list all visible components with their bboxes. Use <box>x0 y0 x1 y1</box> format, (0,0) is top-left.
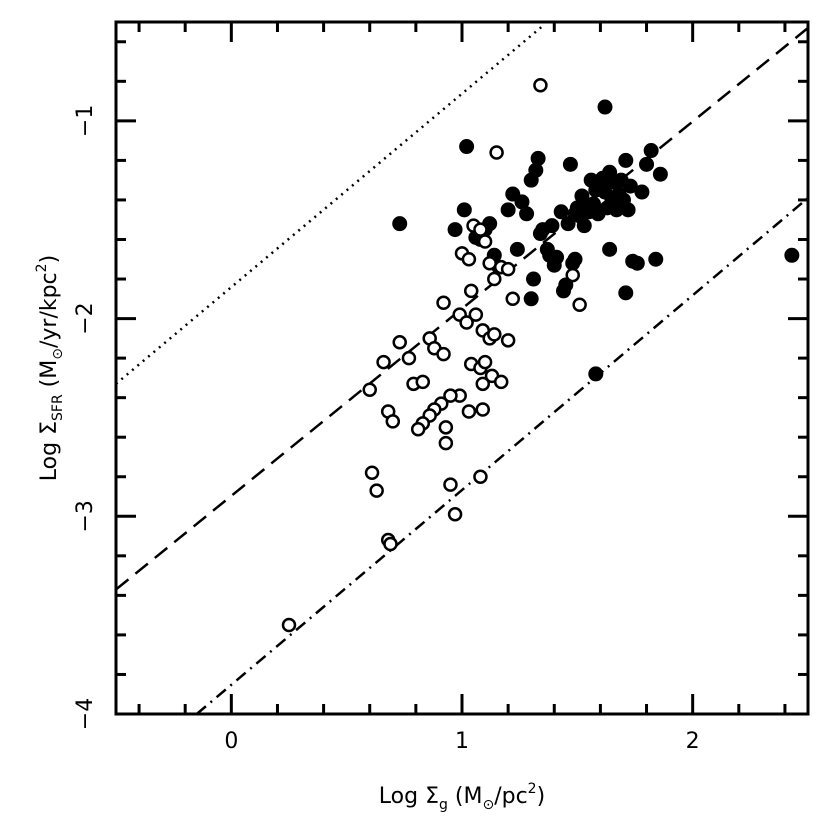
reference-lines <box>116 24 808 714</box>
filled-data-point <box>532 226 548 242</box>
y-axis-label: Log ΣSFR (M⊙/yr/kpc2) <box>34 255 66 481</box>
filled-data-point <box>519 206 535 222</box>
filled-data-point <box>526 271 542 287</box>
filled-data-point <box>620 202 636 218</box>
open-data-point <box>436 295 451 311</box>
filled-data-point <box>639 156 655 172</box>
open-data-point <box>369 483 384 498</box>
filled-data-point <box>530 150 546 166</box>
y-tick-label: −3 <box>73 500 98 532</box>
filled-data-point <box>652 166 668 182</box>
filled-data-point <box>629 255 645 271</box>
y-tick-label: −2 <box>73 302 98 334</box>
filled-data-point <box>576 218 592 234</box>
open-data-point <box>463 283 479 299</box>
open-data-point <box>438 435 454 451</box>
open-data-point <box>362 382 377 397</box>
filled-data-point <box>602 241 618 257</box>
plot-frame <box>114 20 810 716</box>
filled-data-point <box>459 139 475 155</box>
axis-ticks <box>116 22 808 716</box>
open-data-point <box>477 354 493 370</box>
x-tick-label: 1 <box>455 729 469 754</box>
x-axis-label: Log Σg (M⊙/pc2) <box>379 781 545 813</box>
open-data-point <box>415 374 431 390</box>
open-data-point <box>505 291 520 307</box>
open-data-point <box>487 327 502 342</box>
open-data-point <box>376 354 391 370</box>
open-data-point <box>461 252 477 267</box>
open-data-point <box>565 267 580 283</box>
open-data-point <box>383 536 398 552</box>
open-data-point <box>533 78 548 93</box>
filled-data-point <box>597 99 613 115</box>
filled-data-point <box>643 143 659 159</box>
open-data-point <box>447 507 463 522</box>
filled-data-point <box>562 156 578 172</box>
open-data-point <box>281 617 297 633</box>
filled-data-point <box>648 251 664 267</box>
filled-data-point <box>618 152 634 168</box>
open-data-point <box>572 297 587 312</box>
x-tick-label: 2 <box>686 729 700 754</box>
filled-data-point <box>509 241 525 257</box>
open-data-point <box>487 271 502 287</box>
open-data-point <box>436 346 451 362</box>
open-data-point <box>475 402 491 417</box>
open-data-point <box>500 261 516 277</box>
open-data-point <box>443 388 458 403</box>
x-tick-label: 0 <box>224 729 238 754</box>
open-data-point <box>468 307 484 322</box>
data-points <box>281 78 800 633</box>
filled-data-point <box>542 247 558 263</box>
open-data-point <box>401 350 417 366</box>
open-data-point <box>438 420 454 435</box>
open-data-point <box>473 222 488 237</box>
dashdot-reference-line <box>195 197 808 714</box>
open-data-point <box>482 255 497 271</box>
filled-data-point <box>544 218 560 234</box>
open-data-point <box>410 422 426 437</box>
tick-labels: 0 1 2 −1 −2 −3 −4 <box>73 105 700 754</box>
open-data-point <box>392 335 407 350</box>
y-tick-label: −4 <box>73 698 98 730</box>
filled-data-point <box>588 366 604 382</box>
filled-data-point <box>456 202 472 218</box>
open-data-point <box>489 145 504 160</box>
filled-data-point <box>500 202 516 218</box>
open-data-point <box>461 404 477 419</box>
filled-data-point <box>618 285 634 301</box>
open-data-point <box>385 414 401 429</box>
filled-data-point <box>784 247 800 263</box>
filled-data-point <box>567 251 583 267</box>
filled-data-point <box>634 184 650 200</box>
open-data-point <box>493 374 509 390</box>
open-data-point <box>500 333 516 348</box>
y-tick-label: −1 <box>73 105 98 137</box>
open-data-point <box>473 469 488 484</box>
dotted-reference-line <box>116 24 544 385</box>
open-data-point <box>364 465 380 481</box>
filled-data-point <box>392 216 408 232</box>
filled-data-point <box>447 222 463 238</box>
open-data-point <box>475 376 491 392</box>
open-data-point <box>459 315 474 330</box>
filled-data-point <box>523 291 539 307</box>
open-data-point <box>477 234 493 249</box>
open-data-point <box>443 477 458 492</box>
